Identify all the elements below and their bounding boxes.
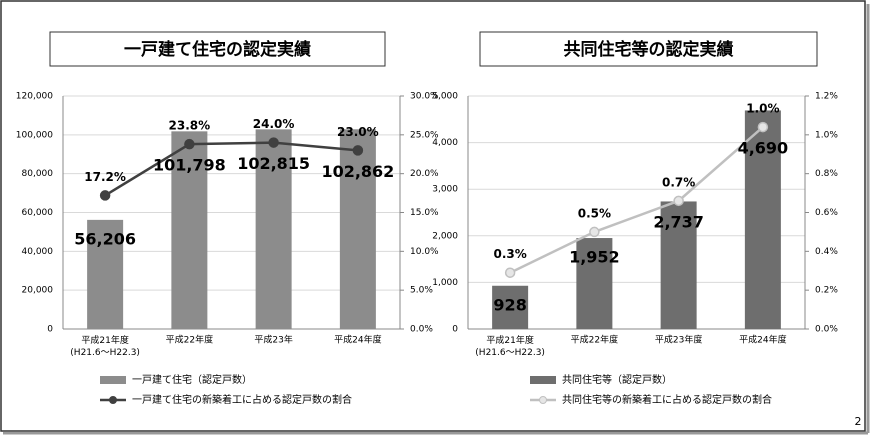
y-tick-label: 0 — [452, 325, 458, 335]
y2-tick-label: 0.8% — [815, 169, 838, 179]
bar-label: 101,798 — [153, 156, 226, 175]
y2-tick-label: 1.0% — [815, 130, 838, 140]
legend-swatch — [530, 376, 556, 384]
x-tick-label: 平成22年度 — [166, 334, 213, 346]
bar-label: 1,952 — [569, 248, 620, 267]
line-marker — [757, 121, 769, 133]
y-tick-label: 20,000 — [22, 286, 54, 296]
point-label: 0.7% — [662, 175, 695, 189]
x-tick-label: 平成21年度(H21.6～H22.3) — [475, 334, 545, 358]
bar-label: 102,862 — [321, 162, 394, 181]
y2-tick-label: 0.0% — [410, 325, 433, 335]
bar — [87, 219, 124, 329]
bar — [255, 129, 292, 329]
y-tick-label: 0 — [47, 325, 53, 335]
point-label: 1.0% — [746, 102, 779, 116]
y-tick-label: 2,000 — [432, 231, 458, 241]
y-tick-label: 1,000 — [432, 278, 458, 288]
legend-swatch — [100, 376, 126, 384]
bar-label: 928 — [493, 295, 526, 314]
y2-tick-label: 0.2% — [815, 286, 838, 296]
bar-label: 102,815 — [237, 154, 310, 173]
y2-tick-label: 30.0% — [410, 92, 439, 102]
y-tick-label: 4,000 — [432, 138, 458, 148]
chart-title: 共同住宅等の認定実績 — [564, 39, 734, 60]
x-tick-label: 平成23年度 — [655, 334, 702, 346]
y-tick-label: 3,000 — [432, 185, 458, 195]
legend-label: 共同住宅等（認定戸数） — [562, 373, 672, 386]
chart-title: 一戸建て住宅の認定実績 — [124, 39, 311, 60]
bar — [171, 131, 208, 329]
line — [104, 141, 358, 197]
bar-label: 56,206 — [74, 229, 136, 248]
x-tick-label: 平成24年度 — [739, 334, 786, 346]
point-label: 24.0% — [253, 117, 295, 131]
y-tick-label: 60,000 — [22, 208, 54, 218]
bar — [744, 110, 781, 329]
bar-label: 4,690 — [738, 139, 789, 158]
bar — [492, 285, 529, 329]
y2-tick-label: 0.4% — [815, 247, 838, 257]
y2-tick-label: 25.0% — [410, 130, 439, 140]
point-label: 23.0% — [337, 125, 379, 139]
legend-label: 一戸建て住宅の新築着工に占める認定戸数の割合 — [132, 393, 352, 406]
point-label: 17.2% — [84, 170, 126, 184]
y2-tick-label: 1.2% — [815, 92, 838, 102]
y2-tick-label: 0.6% — [815, 208, 838, 218]
line — [509, 126, 764, 274]
legend-swatch — [539, 396, 547, 404]
x-tick-label: 平成22年度 — [571, 334, 618, 346]
legend-swatch — [109, 396, 117, 404]
y-tick-label: 80,000 — [22, 169, 54, 179]
line-marker — [99, 190, 111, 201]
y-tick-label: 100,000 — [16, 130, 53, 140]
line-marker — [352, 145, 364, 156]
bar — [576, 238, 613, 329]
y2-tick-label: 0.0% — [815, 325, 838, 335]
legend-label: 共同住宅等の新築着工に占める認定戸数の割合 — [562, 393, 772, 406]
title-box — [479, 31, 818, 67]
line-marker — [184, 138, 195, 150]
x-tick-label: 平成24年度 — [334, 334, 381, 346]
line-marker — [268, 137, 279, 148]
y-tick-label: 40,000 — [22, 247, 54, 257]
y2-tick-label: 5.0% — [410, 286, 433, 296]
line-marker — [589, 226, 600, 238]
y2-tick-label: 20.0% — [410, 169, 439, 179]
y-tick-label: 120,000 — [16, 92, 53, 102]
point-label: 0.3% — [493, 247, 526, 261]
page-number: 2 — [855, 415, 862, 428]
line-marker — [504, 267, 516, 278]
y-tick-label: 5,000 — [432, 92, 458, 102]
x-tick-label: 平成21年度(H21.6～H22.3) — [70, 334, 140, 358]
line-marker — [673, 195, 684, 207]
bar-label: 2,737 — [653, 212, 704, 231]
y2-tick-label: 10.0% — [410, 247, 439, 257]
legend-label: 一戸建て住宅（認定戸数） — [132, 373, 252, 386]
title-box — [49, 31, 386, 67]
x-tick-label: 平成23年 — [254, 334, 292, 346]
point-label: 23.8% — [169, 119, 211, 133]
bar — [660, 201, 697, 329]
y2-tick-label: 15.0% — [410, 208, 439, 218]
point-label: 0.5% — [578, 206, 611, 220]
bar — [339, 129, 376, 329]
